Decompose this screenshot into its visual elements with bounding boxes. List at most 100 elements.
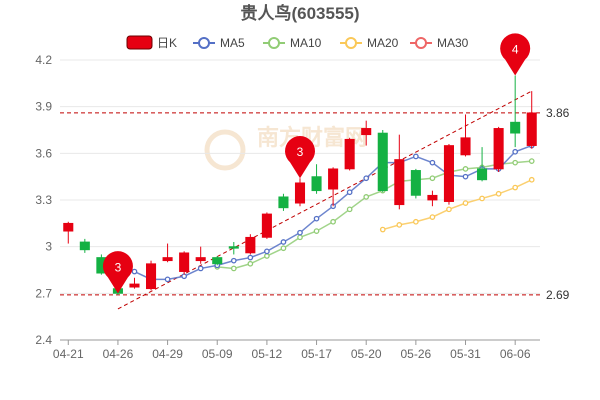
x-tick-label: 04-21 [53,347,84,361]
ma5-point [197,265,204,272]
map-pin-marker: 3 [102,251,133,294]
map-pin-marker: 3 [284,136,315,179]
candle-body [261,213,272,238]
ma10-point [462,166,469,172]
candle-body [63,222,74,232]
ma10-point [297,234,303,241]
ref-line-label: 2.69 [546,288,570,302]
candle [477,147,488,182]
candle [79,238,90,253]
y-tick-label: 3.9 [35,100,52,114]
candle-body [460,137,471,156]
ma5-point [512,148,519,155]
candle [278,193,289,211]
ma5-point [264,248,270,255]
ma5-point [462,173,469,180]
ma5-point [346,189,353,196]
candle [410,168,421,199]
ma10-point [230,265,237,272]
candle-body [477,168,488,181]
candle [294,178,306,207]
candle [361,120,372,146]
x-tick-label: 05-31 [450,347,481,361]
y-tick-label: 3.3 [35,193,52,207]
ma20-point [396,222,403,228]
candle-body [443,145,454,202]
ma5-point [230,257,237,264]
candle [377,130,388,193]
candle [195,246,206,264]
ma10-point [330,218,336,225]
ma10-point [528,158,535,164]
ma10-point [313,228,320,234]
candle-body [427,194,438,201]
legend-marker-ma10 [268,37,280,49]
legend: 日K MA5 MA10 MA20 MA30 [126,35,469,50]
ma20-point [413,218,419,225]
candle-body [510,121,521,134]
y-tick-label: 3.6 [35,146,52,160]
markers: 3 3 4 [102,33,531,294]
candle [311,164,322,194]
candle-body [410,170,421,196]
candle-body [212,257,223,265]
ma10-point [512,159,519,166]
candle [344,137,355,171]
ma5-point [429,159,436,166]
ma20-point [495,190,502,197]
legend-label-ma20[interactable]: MA20 [367,36,399,50]
ma5-point [280,239,287,245]
candle [526,91,537,149]
map-pin-marker: 4 [500,33,531,76]
candle-body [526,112,537,146]
legend-marker-ma20 [345,37,357,49]
ma5-point [131,268,138,275]
trend-line [117,90,532,310]
y-tick-label: 4.2 [35,53,52,67]
x-tick-label: 05-26 [401,347,432,361]
candle-body [394,159,405,206]
candle [328,167,339,207]
ma20-line [382,179,533,231]
candle-body [145,263,157,290]
candle [394,134,405,210]
x-tick-label: 05-20 [351,347,382,361]
candle-body [311,176,322,192]
ma5-point [181,273,187,280]
ma5-point [164,276,171,283]
candle-body [377,132,388,192]
candle-body [179,252,190,272]
candlesticks [63,75,537,295]
ma20-point [429,214,436,220]
candle [63,221,74,244]
ma5-point [413,153,419,160]
marker-label: 4 [512,43,519,57]
ma5-point [363,175,370,182]
y-tick-label: 2.7 [35,286,52,300]
ma10-point [247,260,254,267]
legend-label-ma5[interactable]: MA5 [220,36,245,50]
x-tick-label: 05-17 [301,347,332,361]
candle-body [361,128,372,136]
legend-marker-ma30 [415,37,427,49]
legend-label-ma30[interactable]: MA30 [437,36,469,50]
x-tick-label: 04-26 [103,347,134,361]
y-tick-label: 2.4 [35,333,52,347]
marker-pin-icon [102,251,133,294]
candle-body [328,168,339,190]
legend-label-ma10[interactable]: MA10 [290,36,322,50]
legend-label-k[interactable]: 日K [157,36,177,50]
legend-marker-ma5 [198,37,210,49]
marker-pin-icon [500,33,531,76]
ma10-point [363,194,370,200]
candle-body [79,241,90,251]
marker-label: 3 [115,260,122,274]
ma10-point [264,253,270,259]
ref-line-label: 3.86 [546,106,570,120]
candle-body [228,246,239,249]
ma20-point [528,176,535,183]
ma5-point [247,254,254,261]
candle-body [195,257,206,262]
ma20-point [462,200,469,206]
